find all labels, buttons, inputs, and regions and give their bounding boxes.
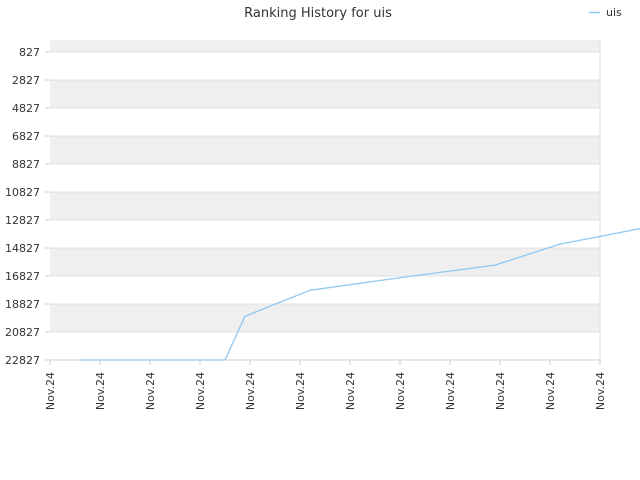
y-tick-label: 4827 [12,102,40,115]
y-tick-label: 20827 [5,326,40,339]
x-axis: Nov.24 Nov.24 Nov.24 Nov.24 Nov.24 Nov.24 Nov.… [44,360,607,410]
x-tick-label: Nov.24 [394,372,407,410]
x-tick-label: Nov.24 [94,372,107,410]
x-tick-label: Nov.24 [494,372,507,410]
legend-label: uis [606,6,622,19]
plot-band [50,40,600,52]
y-tick-label: 16827 [5,270,40,283]
x-tick-label: Nov.24 [344,372,357,410]
y-tick-label: 12827 [5,214,40,227]
x-tick-label: Nov.24 [444,372,457,410]
y-tick-label: 18827 [5,298,40,311]
y-tick-label: 10827 [5,186,40,199]
y-tick-label: 8827 [12,158,40,171]
y-tick-label: 827 [19,46,40,59]
plot-band [50,248,600,276]
y-tick-label: 6827 [12,130,40,143]
y-tick-label: 2827 [12,74,40,87]
x-tick-label: Nov.24 [44,372,57,410]
plot-band [50,164,600,192]
plot-band [50,52,600,80]
plot-band [50,192,600,220]
plot-background [50,40,600,360]
series-line-uis [80,227,640,361]
x-tick-label: Nov.24 [244,372,257,410]
x-tick-label: Nov.24 [544,372,557,410]
plot-band [50,220,600,248]
x-tick-label: Nov.24 [194,372,207,410]
x-tick-label: Nov.24 [294,372,307,410]
plot-band [50,108,600,136]
y-axis: 827 2827 4827 6827 8827 10827 12827 14827 16827 1… [5,46,50,367]
series-lines [80,227,640,361]
legend: uis [589,6,622,19]
x-tick-label: Nov.24 [144,372,157,410]
plot-band [50,332,600,360]
plot-band [50,80,600,108]
y-tick-label: 22827 [5,354,40,367]
plot-band [50,276,600,304]
x-tick-label: Nov.24 [594,372,607,410]
plot-band [50,136,600,164]
chart-title: Ranking History for uis [244,6,392,21]
gridlines [50,40,601,361]
y-tick-label: 14827 [5,242,40,255]
plot-band [50,304,600,332]
